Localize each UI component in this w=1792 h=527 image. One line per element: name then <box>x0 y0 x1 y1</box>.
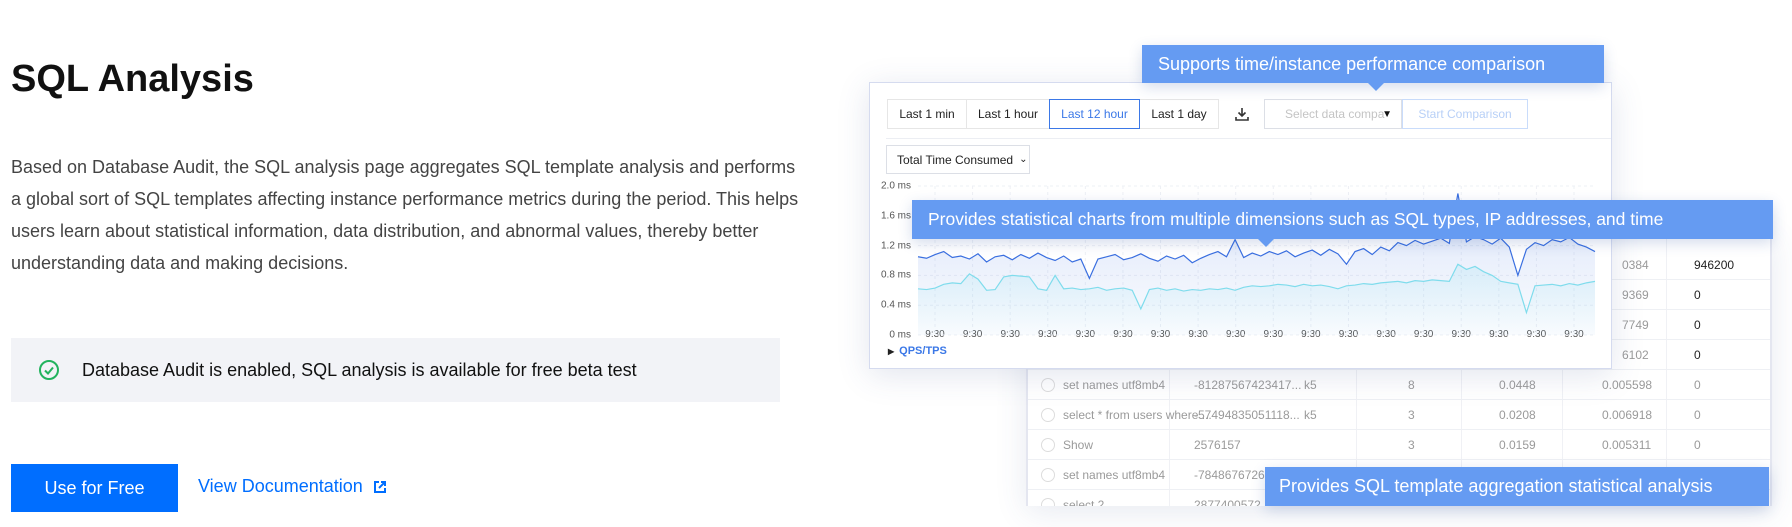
table-row[interactable]: 6102 0 <box>1028 340 1770 370</box>
series-line-0 <box>917 193 1596 280</box>
metric-dropdown[interactable]: Total Time Consumed ⌄ <box>886 145 1030 174</box>
table-cell: 6102 <box>1622 348 1649 362</box>
table-cell: Show <box>1063 438 1094 452</box>
status-banner: Database Audit is enabled, SQL analysis … <box>11 338 780 402</box>
table-row[interactable]: Show 2576157 3 0.0159 0.005311 0 <box>1028 430 1770 460</box>
table-cell: 3 <box>1408 408 1415 422</box>
table-cell: set names utf8mb4 <box>1063 378 1166 392</box>
y-tick-label: 2.0 ms <box>880 180 911 192</box>
range-last-12-hour[interactable]: Last 12 hour <box>1049 99 1140 129</box>
start-comparison-button[interactable]: Start Comparison <box>1402 99 1528 129</box>
table-cell: 0 <box>1694 348 1701 362</box>
table-cell: k5 <box>1304 408 1317 422</box>
compare-select[interactable]: Select data compa ▼ <box>1264 99 1402 129</box>
view-documentation-label: View Documentation <box>198 476 363 496</box>
table-cell: 0 <box>1694 288 1701 302</box>
y-tick-label: 0.8 ms <box>880 269 911 281</box>
description: Based on Database Audit, the SQL analysi… <box>11 157 799 273</box>
table-cell: 3 <box>1408 438 1415 452</box>
caret-down-icon: ▼ <box>1382 108 1392 120</box>
table-cell: -81287567423417... <box>1194 378 1302 392</box>
range-last-1-day[interactable]: Last 1 day <box>1139 99 1219 129</box>
table-cell: 0 <box>1694 438 1701 452</box>
compare-placeholder: Select data compa <box>1285 107 1385 121</box>
table-cell: 2877400572 <box>1194 498 1261 506</box>
tooltip-comparison-text: Supports time/instance performance compa… <box>1158 53 1546 74</box>
tooltip-comparison: Supports time/instance performance compa… <box>1142 45 1604 91</box>
y-tick-label: 1.2 ms <box>880 240 911 252</box>
table-cell: 0.0448 <box>1499 378 1536 392</box>
row-radio[interactable] <box>1041 378 1055 392</box>
range-last-1-min[interactable]: Last 1 min <box>887 99 967 129</box>
table-cell: set names utf8mb4 <box>1063 468 1166 482</box>
qps-tps-toggle[interactable]: ▶ QPS/TPS <box>888 345 947 357</box>
table-row[interactable]: select 2 2877400572 <box>1028 490 1770 506</box>
table-row[interactable]: set names utf8mb4 -81287567423417... k5 8 0.… <box>1028 370 1770 400</box>
series-line-1 <box>917 263 1596 315</box>
table-cell: 0.005311 <box>1602 438 1652 452</box>
table-cell: select * from users where ... <box>1063 408 1212 422</box>
table-cell: 0.006918 <box>1602 408 1653 422</box>
table-cell: 0384 <box>1622 258 1649 272</box>
y-tick-label: 1.6 ms <box>880 210 911 222</box>
table-cell: 9369 <box>1622 288 1649 302</box>
external-link-icon <box>373 480 386 493</box>
chevron-down-icon: ⌄ <box>1019 154 1028 165</box>
qps-tps-label: QPS/TPS <box>899 345 947 357</box>
page-title: SQL Analysis <box>11 58 254 100</box>
use-for-free-button[interactable]: Use for Free <box>11 464 178 512</box>
row-radio[interactable] <box>1041 408 1055 422</box>
metric-label: Total Time Consumed <box>897 152 1014 167</box>
row-radio[interactable] <box>1041 498 1055 506</box>
table-cell: 0.005598 <box>1602 378 1653 392</box>
check-circle-icon <box>39 360 59 380</box>
download-icon[interactable] <box>1234 106 1250 122</box>
table-cell: 946200 <box>1694 258 1735 272</box>
table-cell: 0 <box>1694 318 1701 332</box>
divider <box>886 138 1611 139</box>
tooltip-aggregation-text: Provides SQL template aggregation statis… <box>1279 476 1713 496</box>
view-documentation-link[interactable]: View Documentation <box>198 476 387 497</box>
tooltip-aggregation: Provides SQL template aggregation statis… <box>1265 467 1769 506</box>
table-cell: 2576157 <box>1194 438 1241 452</box>
range-last-1-hour[interactable]: Last 1 hour <box>966 99 1050 129</box>
table-cell: 8 <box>1408 378 1415 392</box>
table-cell: 7749 <box>1622 318 1649 332</box>
table-cell: -78486767265 <box>1194 468 1272 482</box>
table-cell: 0 <box>1694 378 1701 392</box>
table-row[interactable]: select * from users where ... -5749483505… <box>1028 400 1770 430</box>
banner-text: Database Audit is enabled, SQL analysis … <box>82 359 637 380</box>
table-cell: select 2 <box>1063 498 1105 506</box>
row-radio[interactable] <box>1041 468 1055 482</box>
tooltip-charts: Provides statistical charts from multipl… <box>912 200 1773 247</box>
table-cell: 0.0208 <box>1499 408 1536 422</box>
table-cell: 0.0159 <box>1499 438 1536 452</box>
table-cell: -57494835051118... <box>1194 408 1300 422</box>
table-cell: 0 <box>1694 408 1701 422</box>
tooltip-charts-text: Provides statistical charts from multipl… <box>928 209 1664 229</box>
row-radio[interactable] <box>1041 438 1055 452</box>
series-area-1 <box>918 264 1595 335</box>
table-cell: k5 <box>1304 378 1317 392</box>
y-tick-label: 0 ms <box>889 329 911 341</box>
y-tick-label: 0.4 ms <box>880 299 911 311</box>
caret-right-icon: ▶ <box>888 347 895 356</box>
